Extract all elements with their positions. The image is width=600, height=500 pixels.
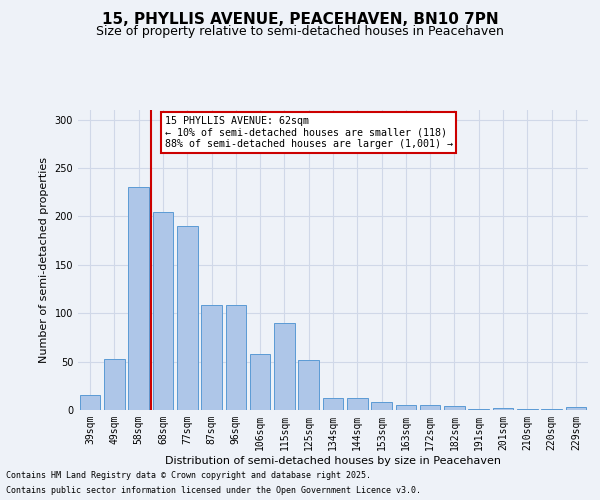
Bar xyxy=(444,406,465,410)
Bar xyxy=(152,212,173,410)
Bar xyxy=(347,398,368,410)
Bar xyxy=(371,402,392,410)
Bar xyxy=(395,405,416,410)
X-axis label: Distribution of semi-detached houses by size in Peacehaven: Distribution of semi-detached houses by … xyxy=(165,456,501,466)
Bar xyxy=(493,408,514,410)
Bar xyxy=(250,354,271,410)
Bar xyxy=(177,226,197,410)
Bar xyxy=(420,405,440,410)
Bar xyxy=(80,394,100,410)
Bar xyxy=(469,409,489,410)
Text: Size of property relative to semi-detached houses in Peacehaven: Size of property relative to semi-detach… xyxy=(96,25,504,38)
Bar xyxy=(566,407,586,410)
Text: Contains public sector information licensed under the Open Government Licence v3: Contains public sector information licen… xyxy=(6,486,421,495)
Bar xyxy=(517,409,538,410)
Bar xyxy=(323,398,343,410)
Text: Contains HM Land Registry data © Crown copyright and database right 2025.: Contains HM Land Registry data © Crown c… xyxy=(6,471,371,480)
Bar xyxy=(541,409,562,410)
Text: 15 PHYLLIS AVENUE: 62sqm
← 10% of semi-detached houses are smaller (118)
88% of : 15 PHYLLIS AVENUE: 62sqm ← 10% of semi-d… xyxy=(164,116,453,149)
Bar xyxy=(274,323,295,410)
Text: 15, PHYLLIS AVENUE, PEACEHAVEN, BN10 7PN: 15, PHYLLIS AVENUE, PEACEHAVEN, BN10 7PN xyxy=(101,12,499,28)
Bar xyxy=(201,306,222,410)
Y-axis label: Number of semi-detached properties: Number of semi-detached properties xyxy=(39,157,49,363)
Bar xyxy=(104,358,125,410)
Bar xyxy=(298,360,319,410)
Bar xyxy=(128,188,149,410)
Bar xyxy=(226,304,246,410)
